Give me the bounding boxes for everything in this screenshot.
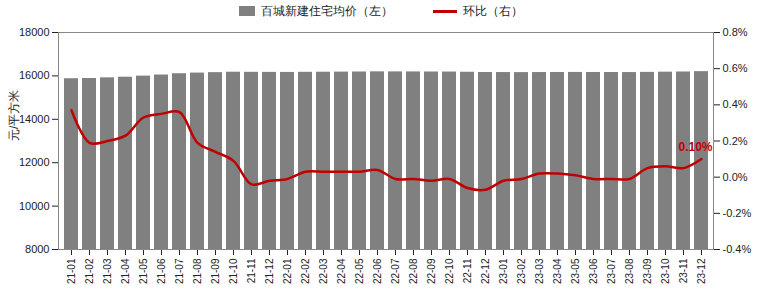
svg-text:22-03: 22-03	[318, 258, 329, 284]
svg-text:22-06: 22-06	[372, 258, 383, 284]
svg-text:23-07: 23-07	[606, 258, 617, 284]
svg-text:23-02: 23-02	[516, 258, 527, 284]
svg-text:22-05: 22-05	[354, 258, 365, 284]
svg-text:10000: 10000	[19, 200, 50, 212]
html-text:环比（右）: 环比（右）	[462, 3, 523, 18]
svg-text:21-12: 21-12	[264, 258, 275, 284]
svg-text:22-04: 22-04	[336, 258, 347, 284]
svg-text:23-04: 23-04	[552, 258, 563, 284]
svg-text:21-05: 21-05	[138, 258, 149, 284]
svg-text:18000: 18000	[19, 26, 50, 38]
svg-text:23-01: 23-01	[498, 258, 509, 284]
svg-text:23-11: 23-11	[678, 258, 689, 283]
svg-text:21-08: 21-08	[192, 258, 203, 284]
svg-text:22-08: 22-08	[408, 258, 419, 284]
svg-text:8000: 8000	[25, 243, 49, 255]
svg-text:22-10: 22-10	[444, 258, 455, 284]
svg-text:21-11: 21-11	[246, 258, 257, 283]
svg-text:23-06: 23-06	[588, 258, 599, 284]
svg-text:0.8%: 0.8%	[723, 26, 748, 38]
svg-text:0.2%: 0.2%	[723, 135, 748, 147]
svg-text:21-02: 21-02	[84, 258, 95, 284]
svg-text:22-02: 22-02	[300, 258, 311, 284]
svg-text:23-05: 23-05	[570, 258, 581, 284]
svg-text:21-10: 21-10	[228, 258, 239, 284]
svg-text:22-07: 22-07	[390, 258, 401, 284]
svg-text:23-08: 23-08	[624, 258, 635, 284]
svg-text:0.0%: 0.0%	[723, 171, 748, 183]
svg-text:0.4%: 0.4%	[723, 98, 748, 110]
svg-text:21-07: 21-07	[174, 258, 185, 284]
svg-text:22-12: 22-12	[480, 258, 491, 284]
svg-text:21-09: 21-09	[210, 258, 221, 284]
svg-text:21-03: 21-03	[102, 258, 113, 284]
svg-text:22-01: 22-01	[282, 258, 293, 284]
svg-text:23-12: 23-12	[696, 258, 707, 284]
svg-text:21-06: 21-06	[156, 258, 167, 284]
svg-text:-0.2%: -0.2%	[723, 207, 752, 219]
svg-text:12000: 12000	[19, 156, 50, 168]
html-text:百城新建住宅均价（左）: 百城新建住宅均价（左）	[260, 3, 393, 18]
svg-text:22-11: 22-11	[462, 258, 473, 283]
svg-text:-0.4%: -0.4%	[723, 243, 752, 255]
svg-text:16000: 16000	[19, 69, 50, 81]
svg-text:21-04: 21-04	[120, 258, 131, 284]
svg-text:21-01: 21-01	[66, 258, 77, 284]
svg-text:元/平方米: 元/平方米	[7, 90, 21, 141]
svg-text:14000: 14000	[19, 113, 50, 125]
svg-text:0.6%: 0.6%	[723, 62, 748, 74]
svg-text:0.10%: 0.10%	[678, 140, 712, 154]
svg-text:23-03: 23-03	[534, 258, 545, 284]
svg-text:22-09: 22-09	[426, 258, 437, 284]
svg-text:23-10: 23-10	[660, 258, 671, 284]
svg-text:23-09: 23-09	[642, 258, 653, 284]
